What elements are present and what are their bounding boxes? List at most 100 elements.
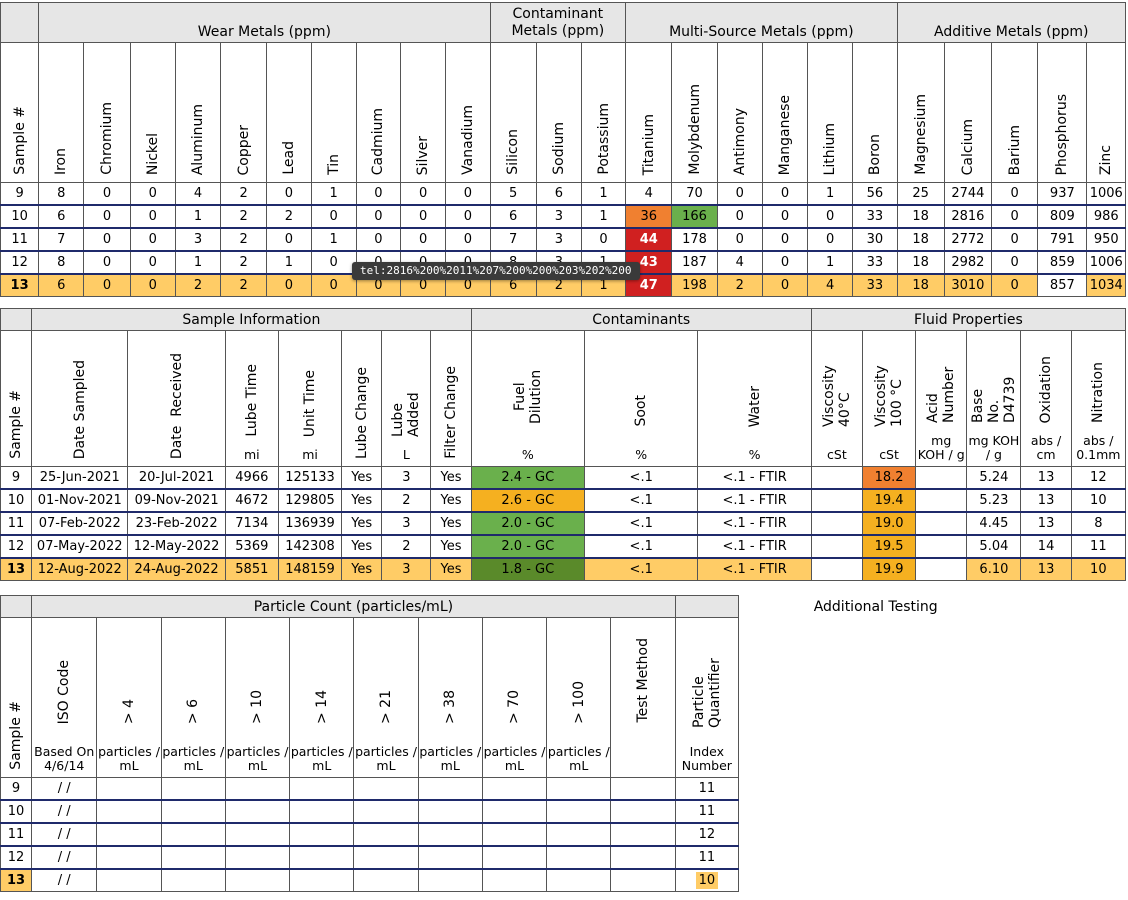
- col-header-test-method: Test Method: [610, 617, 676, 778]
- particle-row-current: 13 / / 10: [0, 868, 740, 892]
- cell: 14: [1020, 534, 1072, 559]
- cell: 18: [896, 273, 945, 297]
- cell: 0: [399, 182, 447, 206]
- group-sample-information: Sample Information: [31, 308, 472, 331]
- metals-row: 9 8 0 0 4 2 0 1 0 0 0 5 6 1 4 70 0 0 1 56 25 2744 0 937 1006: [0, 182, 1126, 206]
- cell: [915, 534, 968, 559]
- sample-number: 9: [0, 182, 40, 206]
- sample-number: 10: [0, 488, 33, 513]
- cell: [289, 822, 355, 847]
- cell-alert-red: 47: [625, 273, 673, 297]
- cell: 0: [399, 227, 447, 252]
- sample-number: 11: [0, 511, 33, 536]
- cell: 2: [220, 227, 268, 252]
- cell: 6: [489, 204, 537, 229]
- cell: [546, 777, 612, 801]
- cell: 0: [716, 204, 763, 229]
- cell: Yes: [341, 534, 383, 559]
- metals-row-current: 13 6 0 0 2 2 0 0 0 0 0 6 2 1 47 198 2 0 4 33 18 3010 0 857 1034: [0, 273, 1126, 297]
- cell: 0: [761, 204, 809, 229]
- col-header-date-received: Date Received: [127, 330, 226, 467]
- cell: [289, 799, 355, 824]
- cell: 6: [38, 273, 85, 297]
- iso-code-cell: / /: [31, 822, 98, 847]
- cell: [810, 488, 863, 513]
- cell: 5.24: [966, 466, 1022, 490]
- cell: 0: [990, 227, 1039, 252]
- cell: 2816: [943, 204, 992, 229]
- cell: <.1: [583, 534, 699, 559]
- cell-alert-green: 2.0 - GC: [470, 534, 586, 559]
- col-header-lube-change: Lube Change: [341, 330, 383, 467]
- cell: 13: [1020, 466, 1072, 490]
- sample-header: Sample #: [0, 330, 33, 467]
- cell: <.1: [583, 557, 699, 581]
- cell: [915, 557, 968, 581]
- col-header-lube-time: Lube Time mi: [224, 330, 279, 467]
- cell: [610, 868, 676, 892]
- cell: 0: [445, 227, 491, 252]
- cell-alert-amber: 19.5: [861, 534, 917, 559]
- cell: 1: [580, 182, 627, 206]
- cell: 142308: [277, 534, 343, 559]
- sample-number: 12: [0, 534, 33, 559]
- sample-number: 9: [0, 777, 33, 801]
- cell: 0: [990, 250, 1039, 275]
- col-header-copper: Copper: [220, 42, 268, 183]
- cell: [224, 799, 291, 824]
- cell: <.1 - FTIR: [697, 534, 812, 559]
- cell: 5851: [224, 557, 279, 581]
- cell: 198: [671, 273, 718, 297]
- cell: 3: [174, 227, 222, 252]
- col-header-calcium: Calcium: [943, 42, 992, 183]
- cell: Yes: [341, 511, 383, 536]
- cell: [160, 799, 226, 824]
- cell: 859: [1037, 250, 1088, 275]
- cell: [915, 511, 968, 536]
- group-particle-count: Particle Count (particles/mL): [31, 595, 676, 618]
- cell: [481, 777, 548, 801]
- metals-table-section: Wear Metals (ppm) Contaminant Metals (pp…: [0, 2, 1127, 297]
- sample-info-row: 9 25-Jun-2021 20-Jul-2021 4966 125133 Yes 3 Ye…: [0, 466, 1127, 490]
- cell: 8: [38, 182, 85, 206]
- sample-number: 13: [0, 868, 33, 892]
- sample-number: 11: [0, 227, 40, 252]
- cell: 07-May-2022: [31, 534, 129, 559]
- cell: [289, 777, 355, 801]
- col-header-gt38: > 38 particles / mL: [417, 617, 483, 778]
- cell: 09-Nov-2021: [127, 488, 226, 513]
- metals-row: 11 7 0 0 3 2 0 1 0 0 0 7 3 0 44 178 0 0 0 30 18 2772 0 791 950: [0, 227, 1126, 252]
- cell: 4672: [224, 488, 279, 513]
- cell: 0: [310, 204, 357, 229]
- cell: [417, 845, 483, 870]
- cell: Yes: [430, 488, 472, 513]
- cell: 3010: [943, 273, 992, 297]
- cell: 13: [1020, 488, 1072, 513]
- col-header-molybdenum: Molybdenum: [671, 42, 718, 183]
- cell: 1: [174, 204, 222, 229]
- cell: [353, 799, 419, 824]
- col-header-silver: Silver: [399, 42, 447, 183]
- cell: 8: [38, 250, 85, 275]
- col-header-nickel: Nickel: [129, 42, 176, 183]
- col-header-lead: Lead: [266, 42, 312, 183]
- cell: 12-May-2022: [127, 534, 226, 559]
- cell: [417, 799, 483, 824]
- corner-cell: [0, 308, 33, 331]
- cell: [289, 868, 355, 892]
- cell: 1034: [1086, 273, 1126, 297]
- col-header-antimony: Antimony: [716, 42, 763, 183]
- cell: 1: [580, 204, 627, 229]
- col-header-phosphorus: Phosphorus: [1037, 42, 1088, 183]
- cell: [610, 845, 676, 870]
- cell: 857: [1037, 273, 1088, 297]
- cell: [160, 868, 226, 892]
- pq-index-cell: 11: [674, 845, 740, 870]
- cell: 0: [129, 227, 176, 252]
- cell: 809: [1037, 204, 1088, 229]
- cell: [224, 822, 291, 847]
- col-header-particle-quantifier: Particle Quantifier Index Number: [674, 617, 740, 778]
- sample-number: 12: [0, 845, 33, 870]
- cell: 129805: [277, 488, 343, 513]
- sample-number: 13: [0, 557, 33, 581]
